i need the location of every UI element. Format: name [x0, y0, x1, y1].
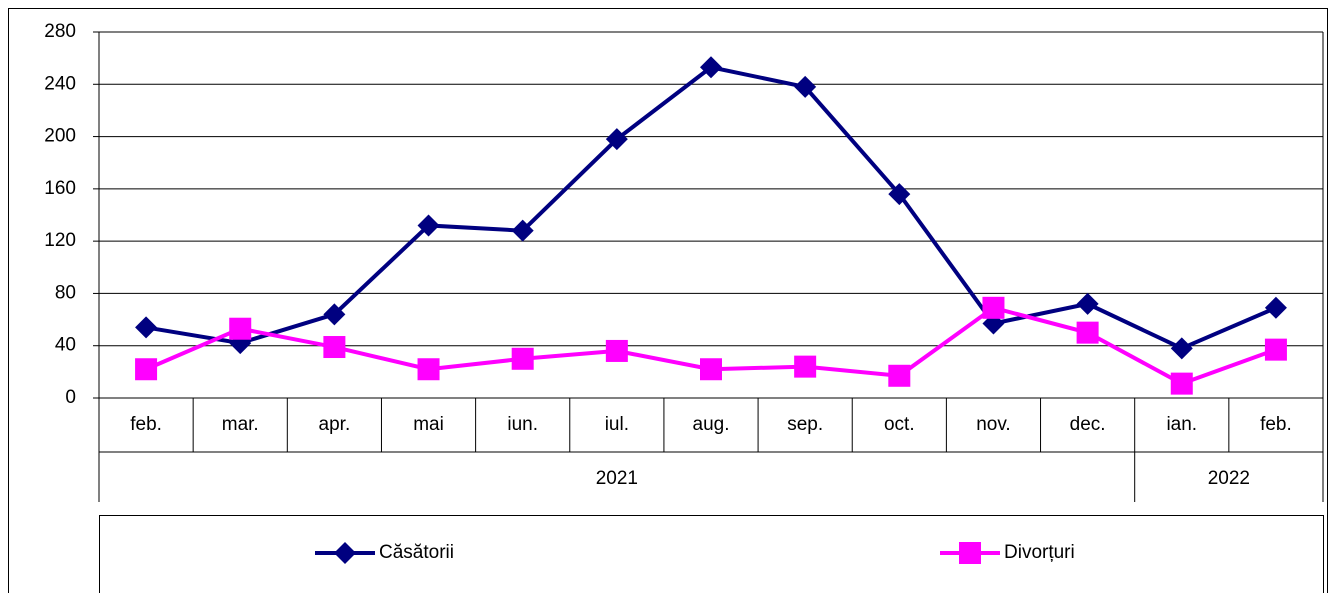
- legend-marker: [334, 542, 356, 564]
- chart-frame: [8, 8, 1328, 598]
- series-line: [145, 65, 1277, 351]
- point: [1170, 337, 1193, 360]
- point: [417, 358, 440, 381]
- y-tick-label: 280: [44, 21, 76, 42]
- legend-box: [99, 515, 1324, 598]
- x-tick-label: mai: [413, 414, 444, 435]
- point: [794, 355, 817, 378]
- point: [605, 128, 628, 151]
- y-tick-label: 240: [44, 73, 76, 94]
- x-tick-label: mar.: [222, 414, 259, 435]
- point: [1170, 372, 1193, 395]
- point: [700, 56, 722, 79]
- group-label: 2021: [596, 468, 638, 489]
- legend-marker: [959, 542, 981, 564]
- point: [511, 347, 534, 370]
- point: [605, 339, 628, 362]
- group-label: 2022: [1208, 468, 1250, 489]
- point: [794, 75, 817, 98]
- y-tick-label: 40: [55, 335, 76, 356]
- y-tick-label: 120: [44, 230, 76, 251]
- legend-label: Divorțuri: [1004, 542, 1075, 563]
- legend-label: Căsătorii: [379, 542, 454, 563]
- x-tick-label: ian.: [1166, 414, 1197, 435]
- x-tick-label: apr.: [319, 414, 351, 435]
- point: [982, 296, 1005, 319]
- point: [135, 316, 158, 339]
- x-tick-label: dec.: [1070, 414, 1106, 435]
- x-tick-label: iun.: [507, 414, 538, 435]
- x-tick-label: sep.: [787, 414, 823, 435]
- point: [323, 336, 346, 359]
- point: [1076, 292, 1099, 315]
- point: [511, 219, 534, 242]
- point: [1264, 296, 1287, 319]
- x-tick-label: feb.: [1260, 414, 1292, 435]
- x-tick-label: feb.: [130, 414, 162, 435]
- point: [888, 183, 911, 206]
- x-tick-label: iul.: [605, 414, 629, 435]
- point: [135, 358, 158, 381]
- x-tick-label: oct.: [884, 414, 915, 435]
- point: [888, 364, 911, 387]
- point: [1264, 338, 1287, 361]
- point: [229, 317, 252, 340]
- y-tick-label: 0: [65, 387, 76, 408]
- x-tick-label: nov.: [976, 414, 1011, 435]
- point: [417, 214, 440, 237]
- y-tick-label: 200: [44, 126, 76, 147]
- point: [323, 303, 346, 326]
- x-tick-label: aug.: [693, 414, 730, 435]
- y-tick-label: 160: [44, 178, 76, 199]
- point: [1076, 321, 1099, 344]
- y-tick-label: 80: [55, 282, 76, 303]
- point: [700, 358, 722, 381]
